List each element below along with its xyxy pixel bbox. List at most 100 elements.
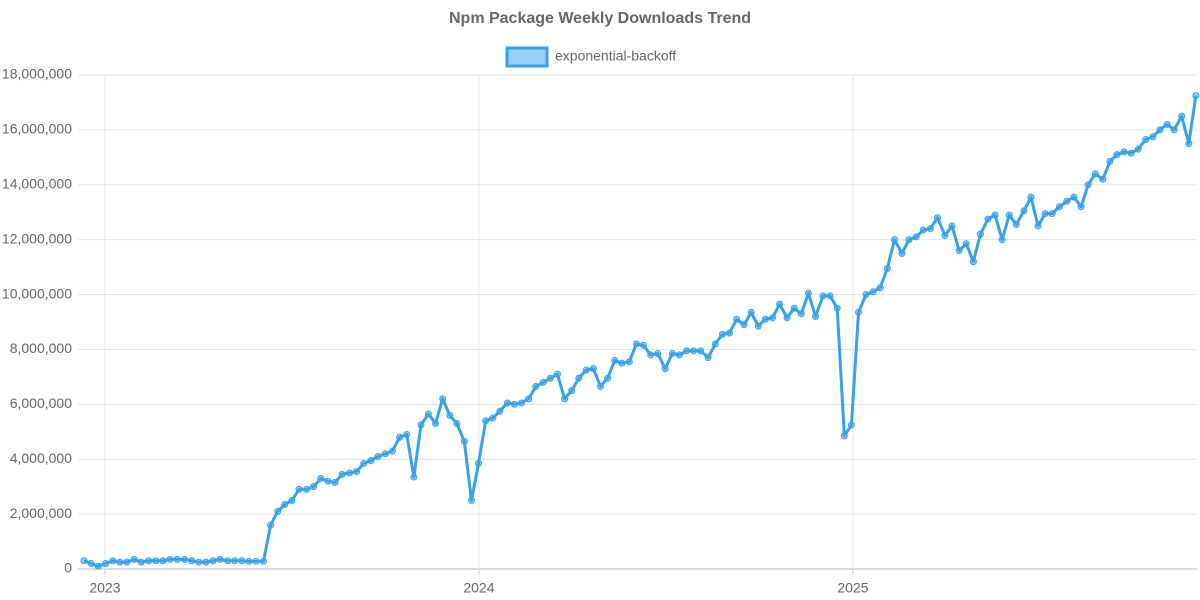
data-point	[804, 289, 812, 297]
data-point	[969, 258, 977, 266]
data-point	[310, 483, 318, 491]
data-point	[238, 557, 246, 565]
data-point	[439, 395, 447, 403]
data-point	[245, 557, 253, 565]
data-point	[553, 370, 561, 378]
data-point	[475, 459, 483, 467]
data-point	[948, 222, 956, 230]
data-point	[740, 321, 748, 329]
data-point	[467, 496, 475, 504]
data-point	[381, 450, 389, 458]
data-point	[1091, 170, 1099, 178]
data-point	[181, 555, 189, 563]
data-point	[94, 562, 102, 570]
data-point	[1041, 210, 1049, 218]
data-point	[403, 431, 411, 439]
data-point	[1106, 157, 1114, 165]
data-point	[718, 330, 726, 338]
data-point	[145, 557, 153, 565]
data-point	[482, 417, 490, 425]
data-point	[102, 560, 110, 568]
data-point	[195, 558, 203, 566]
data-point	[109, 557, 117, 565]
data-point	[726, 329, 734, 337]
y-tick-label: 18,000,000	[2, 66, 72, 82]
data-point	[826, 292, 834, 300]
data-point	[331, 479, 339, 487]
data-point	[769, 314, 777, 322]
data-point	[1113, 151, 1121, 159]
data-point	[682, 347, 690, 355]
data-point	[976, 230, 984, 238]
legend-label: exponential-backoff	[555, 48, 676, 64]
data-point	[216, 555, 224, 563]
data-point	[446, 411, 454, 419]
y-tick-label: 4,000,000	[10, 450, 72, 466]
data-point	[417, 421, 425, 429]
data-point	[1149, 133, 1157, 141]
data-point	[661, 365, 669, 373]
data-point	[1127, 149, 1135, 157]
data-point	[568, 387, 576, 395]
data-point	[812, 313, 820, 321]
data-point	[173, 555, 181, 563]
data-point	[761, 315, 769, 323]
data-point	[1005, 211, 1013, 219]
data-point	[690, 347, 698, 355]
data-point	[883, 264, 891, 272]
y-tick-label: 0	[64, 560, 72, 576]
data-point	[317, 474, 325, 482]
data-point	[288, 496, 296, 504]
y-tick-label: 16,000,000	[2, 121, 72, 137]
data-point	[518, 399, 526, 407]
y-tick-label: 12,000,000	[2, 230, 72, 246]
data-point	[668, 350, 676, 358]
data-point	[1070, 193, 1078, 201]
data-point	[604, 374, 612, 382]
data-point	[539, 378, 547, 386]
data-point	[424, 410, 432, 418]
data-point	[654, 350, 662, 358]
data-point	[252, 557, 260, 565]
x-tick-label: 2023	[89, 580, 120, 596]
y-tick-label: 10,000,000	[2, 285, 72, 301]
data-point	[941, 232, 949, 240]
data-point	[704, 354, 712, 362]
data-point	[87, 560, 95, 568]
data-point	[1134, 145, 1142, 153]
data-point	[453, 420, 461, 428]
chart-title: Npm Package Weekly Downloads Trend	[449, 10, 751, 27]
data-point	[912, 233, 920, 241]
data-point	[933, 214, 941, 222]
data-point	[855, 308, 863, 316]
data-point	[1012, 221, 1020, 229]
data-point	[733, 315, 741, 323]
data-point	[1027, 193, 1035, 201]
data-point	[711, 340, 719, 348]
data-point	[819, 292, 827, 300]
data-point	[955, 247, 963, 255]
data-point	[898, 249, 906, 257]
data-point	[754, 322, 762, 330]
data-point	[374, 452, 382, 460]
data-point	[295, 485, 303, 493]
data-point	[991, 211, 999, 219]
data-line	[83, 95, 1198, 568]
data-point	[675, 351, 683, 359]
data-point	[1055, 203, 1063, 211]
data-point	[1156, 126, 1164, 134]
data-point	[575, 374, 583, 382]
data-point	[432, 420, 440, 428]
data-point	[1120, 148, 1128, 156]
data-point	[209, 557, 217, 565]
data-point	[1077, 203, 1085, 211]
data-point	[123, 558, 131, 566]
data-point	[1020, 207, 1028, 215]
data-point	[618, 359, 626, 367]
data-point	[489, 414, 497, 422]
data-point	[611, 356, 619, 364]
data-point	[647, 351, 655, 359]
data-point	[840, 432, 848, 440]
data-point	[137, 558, 145, 566]
